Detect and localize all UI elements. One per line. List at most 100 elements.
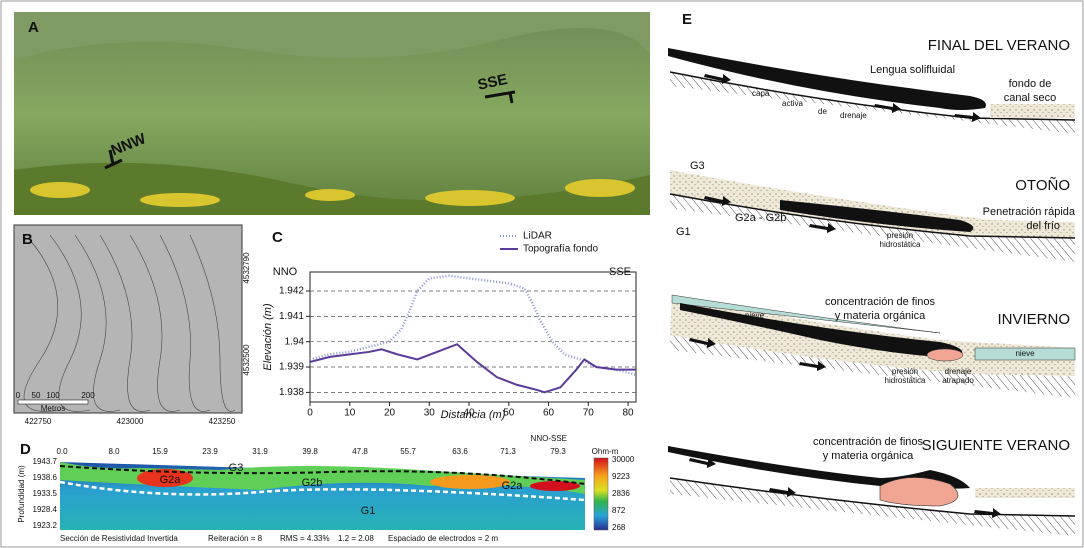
tick-label: 47.8 — [352, 447, 368, 456]
annotation: NNO — [273, 266, 298, 278]
snow — [974, 347, 1076, 361]
footer: Sección de Resistividad Invertida — [60, 534, 178, 543]
x-tick-label: 70 — [583, 408, 595, 419]
panel-d: D NNO-SSE 0.0 8.0 15.9 23.9 31.9 39.8 47… — [17, 434, 635, 543]
panel-label: C — [272, 229, 283, 246]
x-tick-label: 50 — [503, 408, 515, 419]
colorbar — [593, 457, 609, 531]
label: Penetración rápida — [983, 206, 1076, 218]
scale-label: 50 — [32, 391, 41, 400]
marker — [104, 149, 123, 170]
x-tick-label: 10 — [344, 408, 356, 419]
colorbar-label: 2836 — [612, 489, 630, 498]
legend-label: LiDAR — [523, 231, 552, 242]
panel-label: A — [28, 19, 39, 36]
tick-label: 23.9 — [202, 447, 218, 456]
legend-label: Topografía fondo — [523, 244, 598, 255]
scale-bar — [17, 399, 89, 405]
tongue — [680, 303, 963, 358]
label: concentración de finos — [813, 436, 924, 448]
tick-label: 55.7 — [400, 447, 416, 456]
marker-label: SSE — [476, 71, 509, 94]
y-tick-label: 1.942 — [279, 286, 304, 297]
section-zone — [137, 469, 193, 487]
y-tick-label: 1.941 — [279, 311, 304, 322]
series-line — [309, 343, 636, 394]
label: de — [818, 107, 827, 116]
colorbar-label: 872 — [612, 506, 626, 515]
x-tick-label: 80 — [622, 408, 634, 419]
label: y materia orgánica — [835, 310, 926, 322]
label: presión — [887, 231, 913, 240]
tick-label: 1938.6 — [33, 473, 58, 482]
unit-label: G2a — [160, 474, 182, 486]
arrows — [689, 74, 1001, 518]
footer: 1.2 = 2.08 — [338, 534, 374, 543]
footer: Reiteración = 8 — [208, 534, 263, 543]
colorbar-label: 9223 — [612, 472, 630, 481]
tick-label: 1933.5 — [33, 489, 58, 498]
label: del frío — [1026, 220, 1060, 232]
y-axis-label: Profundidad (m) — [17, 465, 26, 523]
tick-label: 1923.2 — [33, 521, 58, 530]
label: y materia orgánica — [823, 450, 914, 462]
tick-label: 0.0 — [56, 447, 68, 456]
label: fondo de — [1009, 78, 1052, 90]
stage-title: OTOÑO — [1015, 177, 1070, 194]
flowers — [30, 179, 635, 207]
label: hidrostática — [885, 376, 926, 385]
panel-label: E — [682, 11, 692, 28]
scale-unit: Metros — [41, 404, 65, 413]
stage-title: SIGUIENTE VERANO — [922, 437, 1070, 454]
channel-floor — [990, 104, 1075, 118]
tick-label: 71.3 — [500, 447, 516, 456]
label: atrapado — [942, 376, 974, 385]
y-tick-label: 1.938 — [279, 387, 304, 398]
section-zone — [430, 475, 510, 489]
tick-label: 8.0 — [108, 447, 120, 456]
label: concentración de finos — [825, 296, 936, 308]
sediment — [670, 170, 1075, 238]
stage-title: FINAL DEL VERANO — [928, 37, 1070, 54]
unit-label: G2a — [502, 480, 524, 492]
x-axis-label: Distancia (m) — [441, 409, 506, 421]
label: G2a - G2b — [735, 212, 786, 224]
tick-label: 63.6 — [452, 447, 468, 456]
easting: 422750 — [25, 417, 52, 426]
tick-label: 15.9 — [152, 447, 168, 456]
ground — [670, 335, 1075, 398]
ground — [670, 194, 1075, 262]
panel-a: A NNW SSE — [14, 12, 650, 215]
x-tick-label: 60 — [543, 408, 555, 419]
plot-area — [309, 271, 637, 403]
y-tick-label: 1.94 — [285, 336, 305, 347]
surface — [669, 71, 1076, 121]
unit-label: G3 — [229, 462, 244, 474]
direction: NNO-SSE — [531, 434, 567, 443]
x-tick-label: 0 — [307, 408, 313, 419]
label: drenaje — [945, 367, 972, 376]
label: activa — [782, 99, 803, 108]
northing: 4532790 — [242, 252, 251, 284]
panel-e: E FINAL DEL VERANO Lengua solifluidal fo… — [668, 11, 1076, 536]
tick-label: 79.3 — [550, 447, 566, 456]
scale-label: 0 — [16, 391, 21, 400]
northing: 4532500 — [242, 344, 251, 376]
colorbar-unit: Ohm-m — [592, 447, 619, 456]
channel-floor — [975, 488, 1075, 498]
label: G3 — [690, 160, 705, 172]
label: hidrostática — [880, 240, 921, 249]
colorbar-label: 268 — [612, 523, 626, 532]
tick-label: 31.9 — [252, 447, 268, 456]
panel-label: B — [22, 231, 33, 248]
easting: 423250 — [209, 417, 236, 426]
panel-b: 0 50 100 200 Metros B 422750 423000 4232… — [13, 224, 251, 426]
label: nieve — [745, 311, 765, 320]
marker — [484, 90, 516, 104]
y-tick-label: 1.939 — [279, 362, 304, 373]
tongue — [780, 200, 974, 232]
label: presión — [892, 367, 918, 376]
tongue — [668, 48, 986, 110]
stage-title: INVIERNO — [997, 311, 1070, 328]
